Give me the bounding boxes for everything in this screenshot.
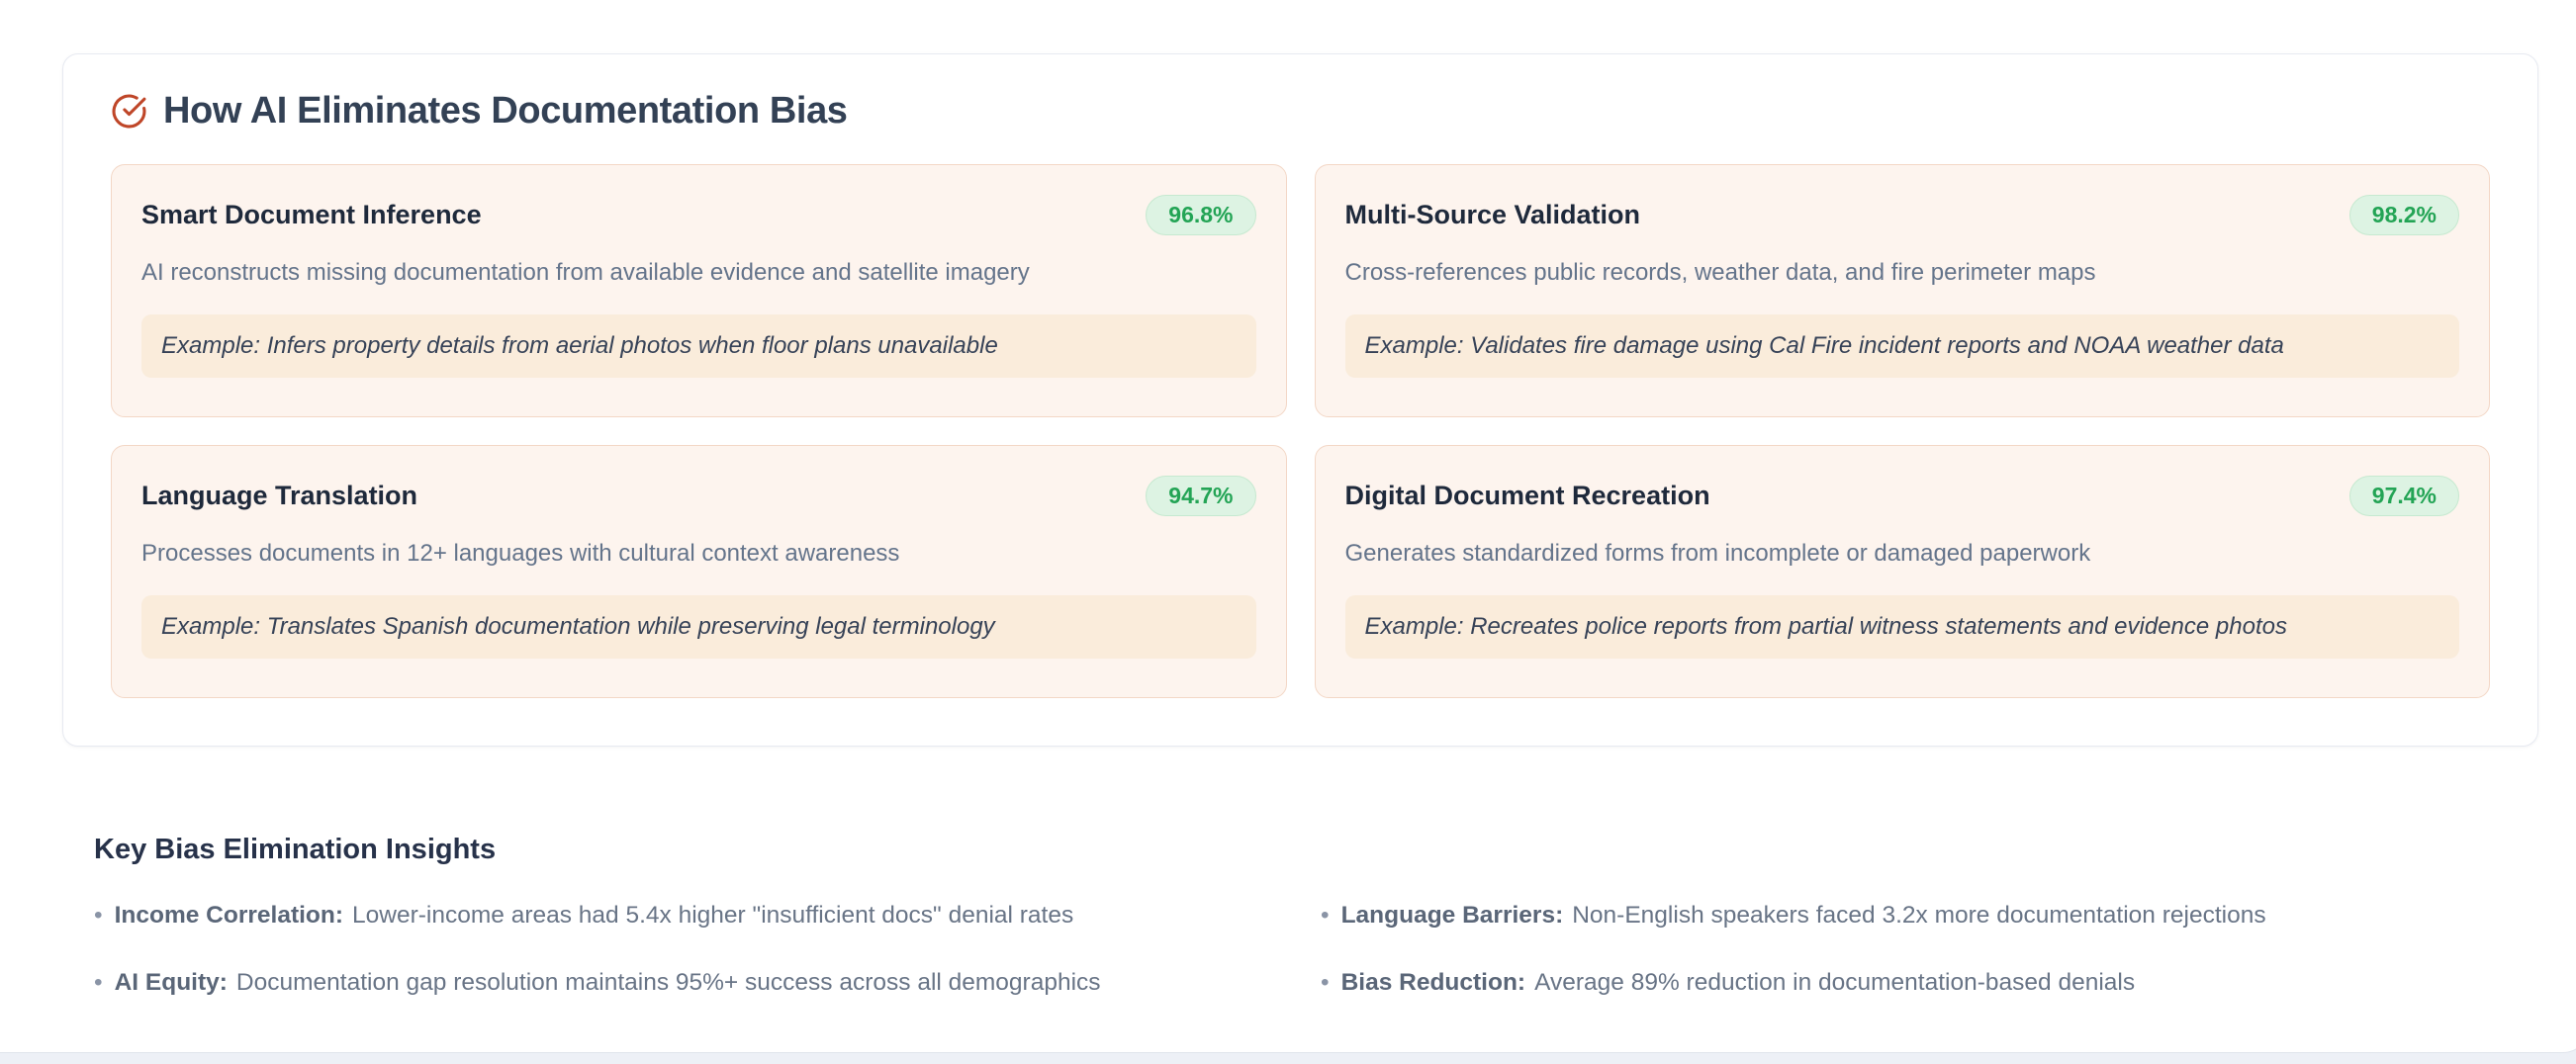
insight-language-barriers: • Language Barriers: Non-English speakers … (1321, 902, 2508, 930)
insight-ai-equity: • AI Equity: Documentation gap resolution … (94, 969, 1281, 997)
insights-section: Key Bias Elimination Insights • Income Co… (94, 834, 2508, 997)
capability-description: Processes documents in 12+ languages wit… (141, 540, 900, 568)
capability-description: AI reconstructs missing documentation fr… (141, 259, 1030, 287)
accuracy-badge: 96.8% (1146, 195, 1256, 236)
bullet-icon: • (94, 902, 103, 929)
capability-name: Digital Document Recreation (1344, 481, 1710, 511)
capability-name: Language Translation (141, 481, 418, 511)
content-area: How AI Eliminates Documentation Bias Sma… (62, 53, 2538, 997)
insight-bias-reduction: • Bias Reduction: Average 89% reduction in… (1321, 969, 2508, 997)
capability-card-digital-document-recreation: Digital Document Recreation 97.4% Genera… (1314, 445, 2490, 698)
bullet-icon: • (94, 969, 103, 996)
insight-text: Lower-income areas had 5.4x higher "insu… (352, 902, 1074, 929)
capability-card-header: Language Translation 94.7% (141, 476, 1256, 517)
accuracy-badge: 98.2% (2348, 195, 2459, 236)
example-box: Example: Validates fire damage using Cal… (1344, 314, 2459, 379)
insights-heading: Key Bias Elimination Insights (94, 834, 497, 865)
example-box: Example: Infers property details from ae… (141, 314, 1256, 379)
insights-grid: • Income Correlation: Lower-income areas h… (94, 902, 2508, 997)
bullet-icon: • (1321, 902, 1330, 929)
bullet-icon: • (1321, 969, 1330, 996)
circle-check-icon (111, 93, 147, 130)
capability-card-header: Multi-Source Validation 98.2% (1344, 195, 2459, 236)
insight-text: Documentation gap resolution maintains 9… (235, 969, 1101, 996)
accuracy-badge: 97.4% (2348, 476, 2459, 517)
example-text: Example: Translates Spanish documentatio… (161, 613, 995, 641)
section-title-row: How AI Eliminates Documentation Bias (111, 90, 2490, 133)
insight-label: Income Correlation: (114, 902, 344, 929)
accuracy-badge: 94.7% (1146, 476, 1256, 517)
capability-card-multi-source-validation: Multi-Source Validation 98.2% Cross-refe… (1314, 164, 2490, 417)
capability-card-header: Digital Document Recreation 97.4% (1344, 476, 2459, 517)
example-text: Example: Infers property details from ae… (161, 332, 998, 360)
capability-name: Multi-Source Validation (1344, 200, 1641, 230)
capability-card-smart-document-inference: Smart Document Inference 96.8% AI recons… (111, 164, 1287, 417)
insight-label: AI Equity: (114, 969, 228, 996)
example-box: Example: Translates Spanish documentatio… (141, 595, 1256, 660)
insight-label: Bias Reduction: (1340, 969, 1526, 996)
capability-name: Smart Document Inference (141, 200, 482, 230)
example-box: Example: Recreates police reports from p… (1344, 595, 2459, 660)
capability-description: Generates standardized forms from incomp… (1344, 540, 2091, 568)
ai-bias-section-card: How AI Eliminates Documentation Bias Sma… (62, 53, 2538, 747)
example-text: Example: Recreates police reports from p… (1364, 613, 2287, 641)
insight-income-correlation: • Income Correlation: Lower-income areas h… (94, 902, 1281, 930)
insight-text: Average 89% reduction in documentation-b… (1534, 969, 2136, 996)
capability-description: Cross-references public records, weather… (1344, 259, 2096, 287)
example-text: Example: Validates fire damage using Cal… (1364, 332, 2284, 360)
insight-text: Non-English speakers faced 3.2x more doc… (1572, 902, 2266, 929)
insight-label: Language Barriers: (1340, 902, 1564, 929)
capability-card-header: Smart Document Inference 96.8% (141, 195, 1256, 236)
section-title: How AI Eliminates Documentation Bias (163, 90, 848, 132)
capability-cards-grid: Smart Document Inference 96.8% AI recons… (111, 164, 2490, 698)
capability-card-language-translation: Language Translation 94.7% Processes doc… (111, 445, 1287, 698)
